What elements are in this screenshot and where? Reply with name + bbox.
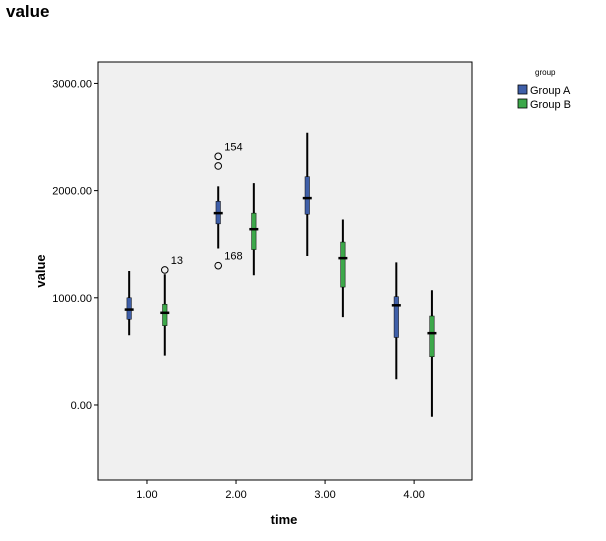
outlier-point [214,162,223,170]
y-axis-title: value [33,254,48,287]
box-group-a [391,262,401,380]
x-tick-label: 2.00 [225,489,246,501]
box-body [251,212,257,250]
box-group-b [338,219,348,318]
box-groups: 154 168 13 [124,132,437,417]
y-tick-label: 1000.00 [52,293,92,305]
box-group-b [427,290,437,417]
outlier-point [214,152,223,161]
box-body [429,315,435,357]
legend-label: Group A [530,85,571,97]
box-group-a [302,132,312,256]
box-group-b: 13 [160,255,183,356]
box-group-b [249,183,259,276]
box-body [304,176,310,215]
outlier-point [160,266,169,274]
y-tick-label: 2000.00 [52,186,92,198]
legend: group Group A Group B [517,68,571,111]
box-body [393,296,399,338]
box-group-a [124,271,134,336]
box-body [162,303,168,326]
x-tick-label: 3.00 [314,489,335,501]
y-axis: 0.00 1000.00 2000.00 3000.00 [52,78,98,412]
legend-swatch [517,84,528,95]
outlier-point [214,261,223,270]
y-tick-label: 0.00 [71,400,92,412]
chart-title: value [6,2,50,21]
x-axis: 1.00 2.00 3.00 4.00 [136,480,425,501]
plot-area [97,61,473,481]
legend-label: Group B [530,99,571,111]
outlier-label: 13 [171,255,183,267]
outlier-label: 154 [224,141,242,153]
legend-swatch [517,98,528,109]
x-axis-title: time [271,512,298,527]
box-body [340,241,346,288]
x-tick-label: 4.00 [403,489,424,501]
outlier-label: 168 [224,251,242,263]
box-group-a: 154 168 [213,141,243,270]
x-tick-label: 1.00 [136,489,157,501]
legend-title: group [535,68,556,77]
y-tick-label: 3000.00 [52,78,92,90]
